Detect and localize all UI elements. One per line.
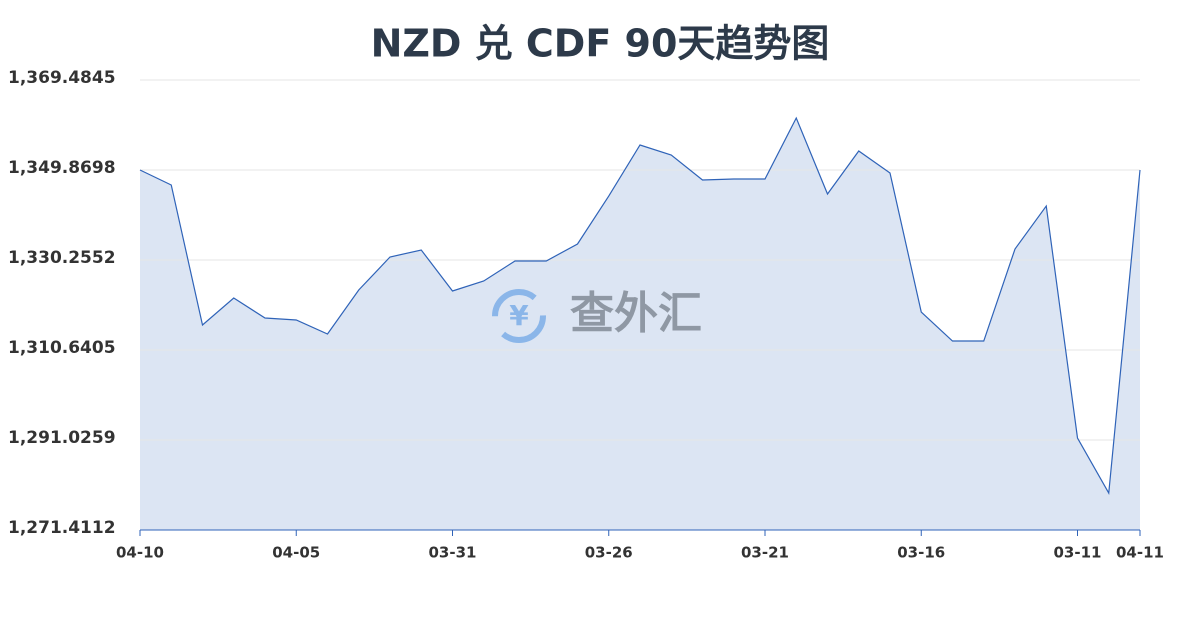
chart-title: NZD 兑 CDF 90天趋势图 (371, 22, 830, 66)
y-tick-label: 1,310.6405 (8, 338, 116, 358)
y-tick-label: 1,291.0259 (8, 428, 116, 448)
x-tick-label: 03-26 (585, 544, 633, 562)
area-fill (140, 118, 1140, 531)
y-tick-label: 1,369.4845 (8, 68, 116, 88)
x-tick-label: 04-05 (272, 544, 320, 562)
x-tick-label: 03-31 (429, 544, 477, 562)
line (139, 116, 1141, 495)
watermark-logo: ¥ (492, 289, 546, 343)
x-tick-label: 04-10 (116, 544, 164, 562)
x-tick-label: 03-21 (741, 544, 789, 562)
y-tick-label: 1,349.8698 (8, 158, 116, 178)
x-tick-label: 03-11 (1054, 544, 1102, 562)
y-tick-label: 1,271.4112 (8, 518, 116, 538)
watermark: 查外汇 (570, 288, 702, 339)
x-tick-label: 04-11 (1116, 544, 1164, 562)
svg-text:¥: ¥ (509, 299, 529, 332)
y-tick-label: 1,330.2552 (8, 248, 116, 268)
x-tick-label: 03-16 (897, 544, 945, 562)
